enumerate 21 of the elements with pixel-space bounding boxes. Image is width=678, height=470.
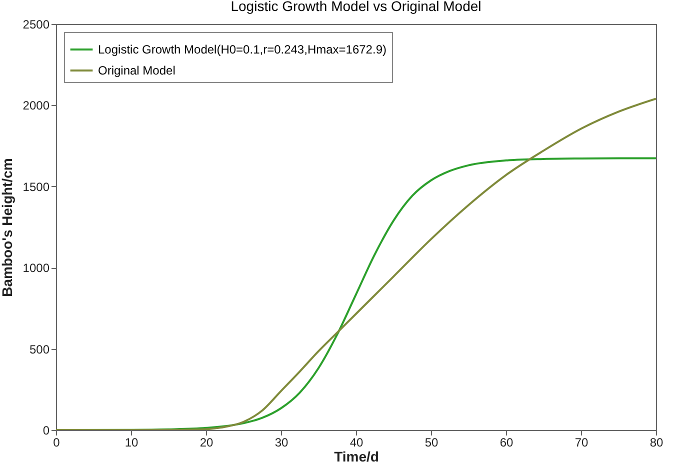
x-tick-label: 40	[350, 436, 364, 450]
x-axis-title: Time/d	[334, 448, 379, 464]
legend-label: Logistic Growth Model(H0=0.1,r=0.243,Hmax=1672.9)	[98, 42, 386, 56]
y-tick-label: 1500	[22, 180, 50, 194]
x-tick-label: 70	[574, 436, 588, 450]
y-tick-label: 1000	[22, 261, 50, 276]
x-tick-label: 0	[53, 436, 60, 450]
chart-title: Logistic Growth Model vs Original Model	[230, 0, 482, 14]
line-series	[56, 98, 656, 430]
y-tick-label: 2500	[22, 18, 50, 32]
x-tick-label: 60	[500, 436, 514, 450]
legend-label: Original Model	[98, 64, 176, 78]
x-tick-label: 50	[424, 436, 438, 450]
x-tick-label: 30	[274, 436, 288, 450]
x-tick-label: 10	[124, 436, 138, 450]
y-tick-label: 2000	[22, 98, 50, 113]
x-tick-label: 20	[200, 436, 214, 450]
y-axis-title: Bamboo's Height/cm	[0, 158, 15, 297]
y-tick-label: 500	[29, 342, 50, 356]
y-tick-label: 0	[42, 424, 50, 438]
x-tick-label: 80	[650, 436, 664, 450]
